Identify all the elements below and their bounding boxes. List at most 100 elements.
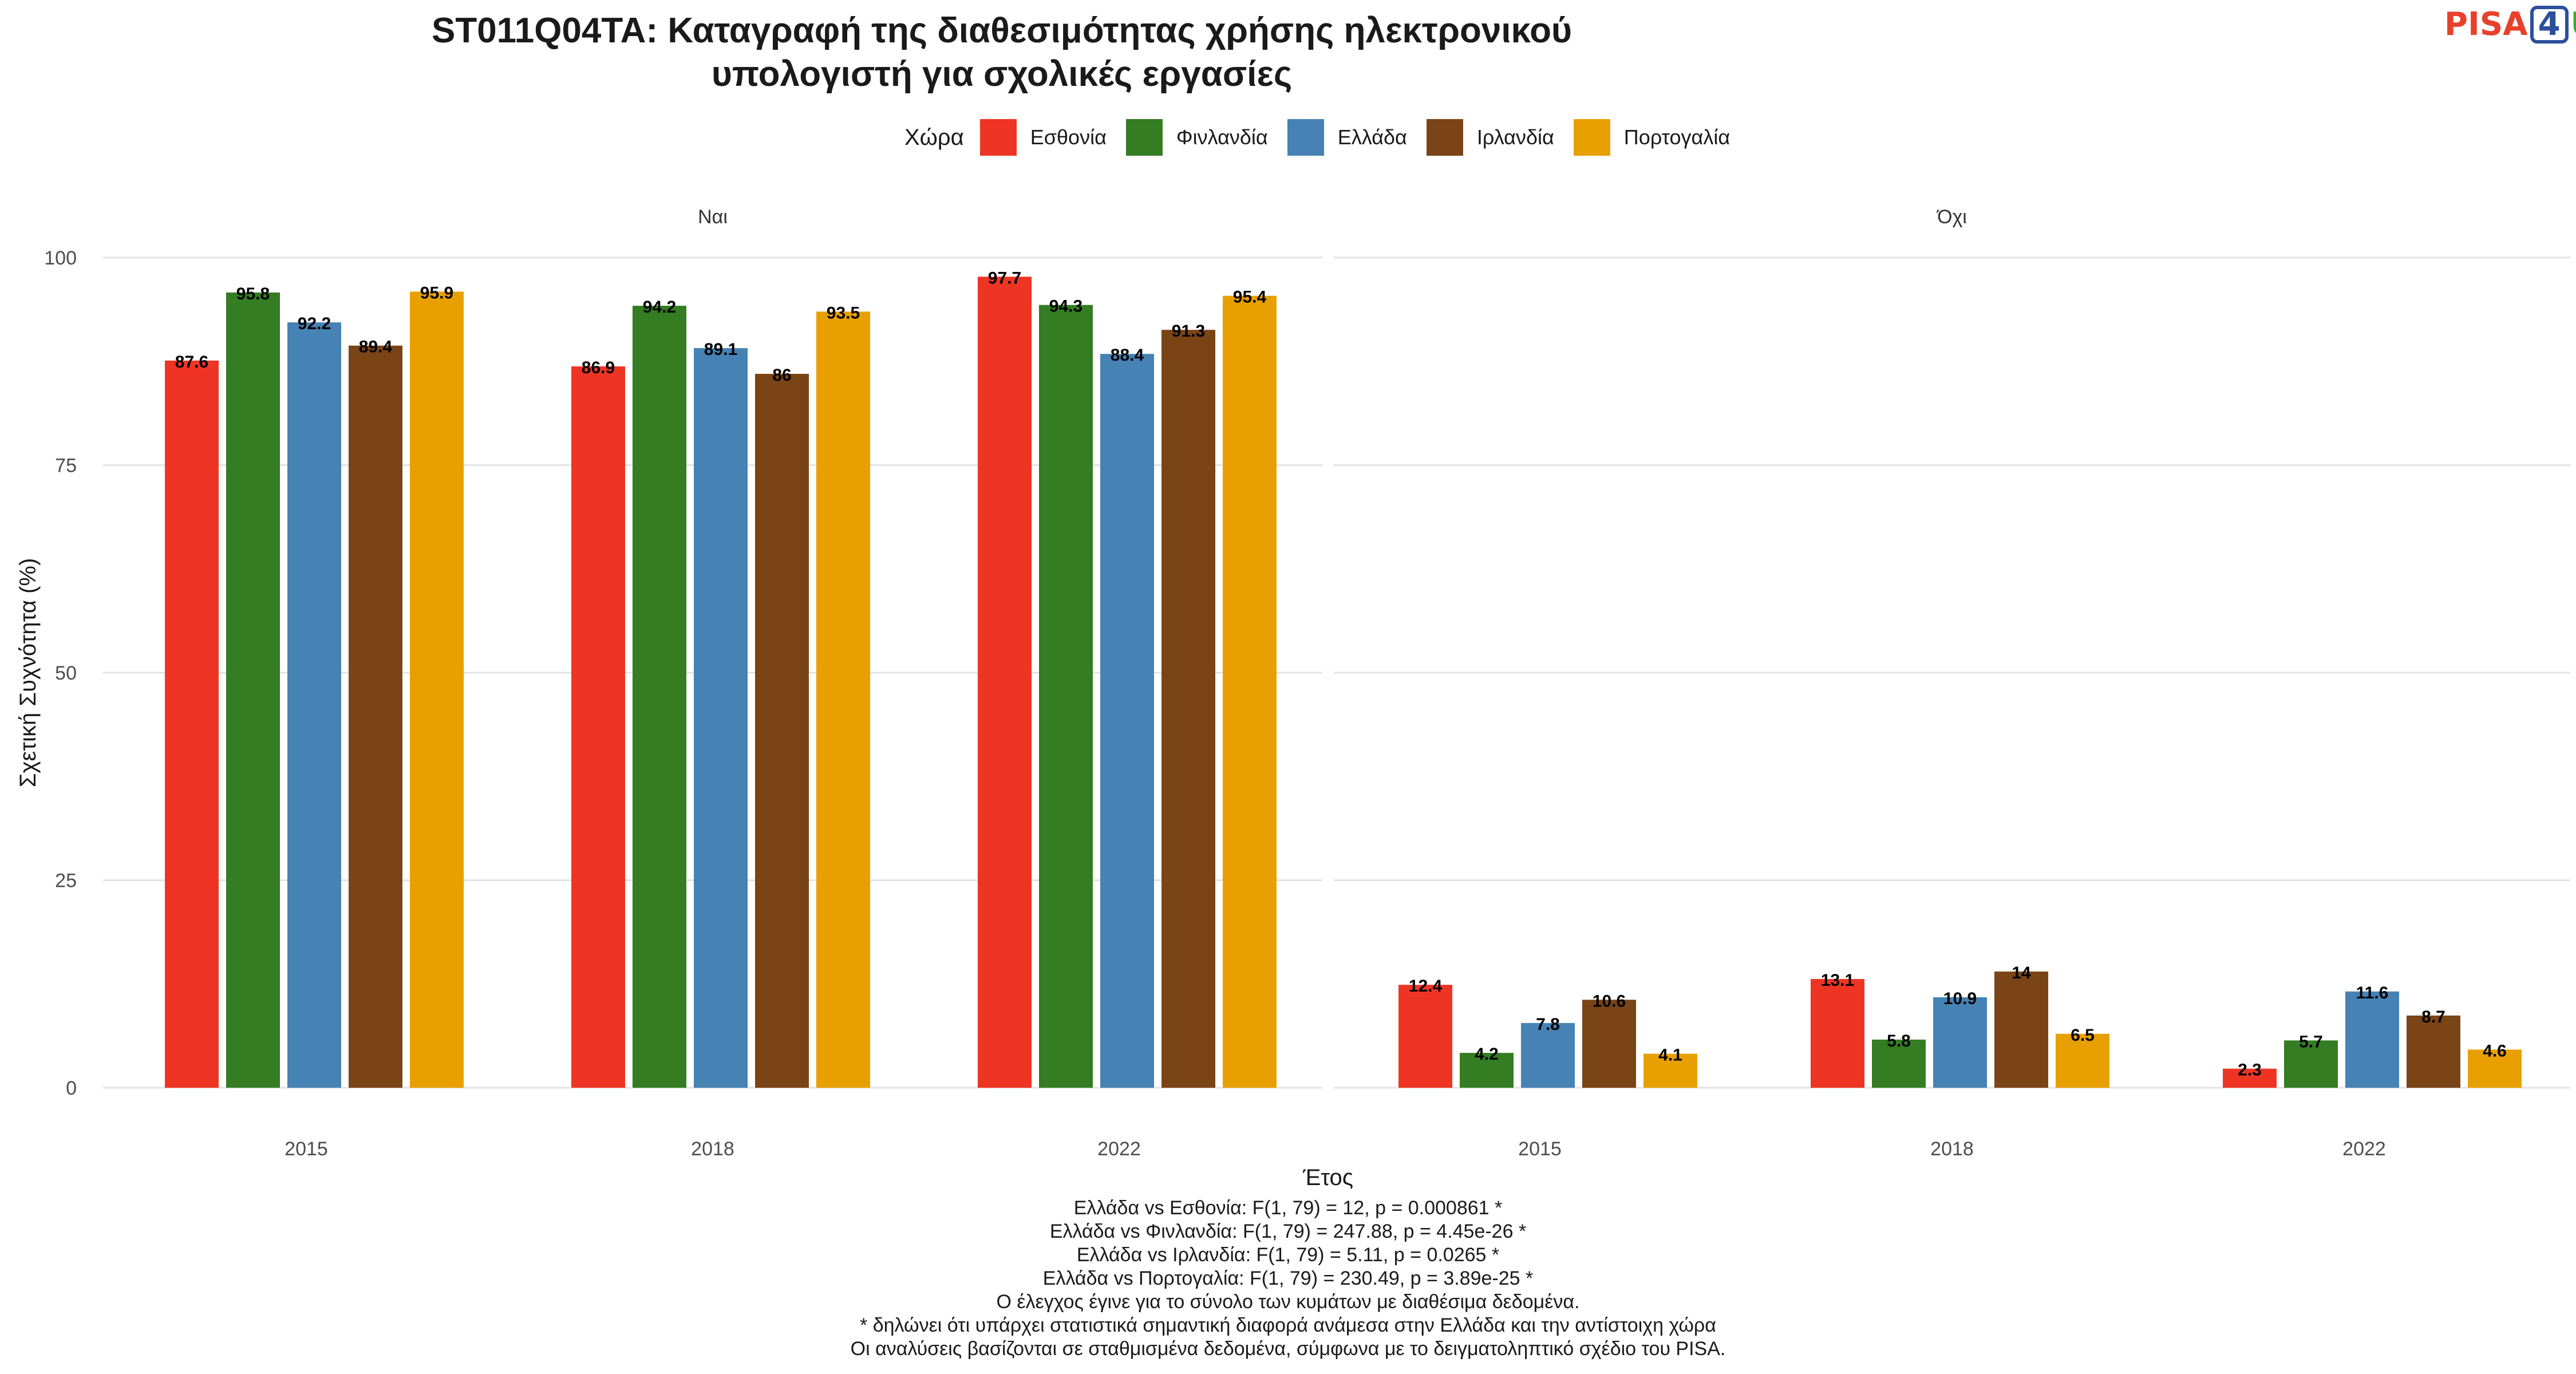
bar: [1398, 985, 1452, 1088]
bar: [1582, 1000, 1636, 1088]
data-label: 95.9: [420, 283, 453, 302]
x-tick-label: 2015: [285, 1138, 328, 1160]
data-label: 4.1: [1658, 1046, 1682, 1065]
legend-label-estonia: Εσθονία: [1030, 125, 1107, 149]
x-tick-label: 2022: [1097, 1138, 1141, 1160]
bar: [2284, 1040, 2338, 1088]
chart-title: ST011Q04TA: Καταγραφή της διαθεσιμότητας…: [0, 9, 2004, 96]
bar: [694, 348, 748, 1088]
data-label: 86: [772, 366, 791, 385]
legend-title: Χώρα: [904, 124, 964, 150]
legend-label-finland: Φινλανδία: [1176, 125, 1268, 149]
logo-text-u: U: [2571, 6, 2576, 43]
data-label: 8.7: [2421, 1008, 2445, 1026]
data-label: 94.2: [643, 298, 676, 317]
legend-swatch-greece: [1287, 119, 1324, 156]
logo-text-pisa: PISA: [2444, 6, 2528, 43]
logo-text-4: 4: [2530, 6, 2569, 44]
data-label: 12.4: [1409, 977, 1443, 996]
legend-label-greece: Ελλάδα: [1337, 125, 1407, 149]
y-tick-label: 0: [66, 1077, 77, 1099]
bar: [1161, 330, 1215, 1088]
legend-item-ireland: Ιρλανδία: [1426, 119, 1554, 156]
x-tick-label: 2015: [1518, 1138, 1562, 1160]
bar: [1039, 305, 1093, 1088]
legend-label-ireland: Ιρλανδία: [1476, 125, 1554, 149]
footnote-line: Ελλάδα vs Φινλανδία: F(1, 79) = 247.88, …: [1049, 1221, 1527, 1242]
data-label: 4.6: [2483, 1041, 2507, 1060]
bar: [1643, 1053, 1697, 1088]
footnote-line: * δηλώνει ότι υπάρχει στατιστικά σημαντι…: [860, 1314, 1716, 1336]
data-label: 2.3: [2238, 1061, 2262, 1080]
facet-label: Όχι: [1936, 206, 1967, 228]
bar: [1872, 1039, 1926, 1088]
data-label: 94.3: [1049, 297, 1082, 316]
legend-item-greece: Ελλάδα: [1287, 119, 1407, 156]
bar-chart: Ναι 2015 87.6 95.8 92.2 89.4 95.9 2018 86.9 94.2 8…: [15, 206, 2570, 1190]
bar: [1100, 354, 1154, 1088]
data-label: 92.2: [298, 314, 331, 333]
bar: [2468, 1049, 2522, 1088]
data-label: 95.4: [1233, 288, 1267, 307]
bar: [1460, 1053, 1514, 1088]
bar: [816, 311, 870, 1088]
legend-swatch-portugal: [1573, 119, 1610, 156]
footnote-line: Ελλάδα vs Εσθονία: F(1, 79) = 12, p = 0.…: [1073, 1197, 1503, 1219]
x-tick-label: 2022: [2342, 1138, 2386, 1160]
footnote-line: Ελλάδα vs Πορτογαλία: F(1, 79) = 230.49,…: [1042, 1268, 1534, 1289]
data-label: 7.8: [1536, 1015, 1560, 1034]
footnote-line: Ελλάδα vs Ιρλανδία: F(1, 79) = 5.11, p =…: [1076, 1244, 1500, 1266]
bar: [1933, 997, 1987, 1088]
legend-label-portugal: Πορτογαλία: [1623, 125, 1730, 149]
footnotes: Ελλάδα vs Εσθονία: F(1, 79) = 12, p = 0.…: [0, 1197, 2576, 1361]
data-label: 93.5: [827, 303, 860, 322]
bar: [226, 292, 280, 1088]
bar: [1521, 1022, 1575, 1088]
bar: [755, 374, 809, 1088]
bar: [1994, 972, 2048, 1088]
x-tick-label: 2018: [1930, 1138, 1974, 1160]
bar: [165, 360, 219, 1088]
data-label: 89.4: [359, 338, 393, 357]
y-tick-label: 75: [55, 455, 77, 477]
data-label: 91.3: [1172, 322, 1205, 341]
data-label: 5.7: [2299, 1032, 2323, 1051]
y-tick-label: 25: [55, 870, 77, 892]
footnote-line: Οι αναλύσεις βασίζονται σε σταθμισμένα δ…: [850, 1338, 1726, 1360]
bar: [287, 322, 341, 1088]
bar: [410, 291, 464, 1088]
data-label: 6.5: [2071, 1026, 2095, 1045]
legend-swatch-finland: [1125, 119, 1163, 156]
y-tick-label: 100: [44, 247, 77, 269]
legend-item-estonia: Εσθονία: [979, 119, 1107, 156]
facet-label: Ναι: [698, 206, 728, 228]
data-label: 10.6: [1593, 992, 1626, 1010]
legend-swatch-estonia: [979, 119, 1017, 156]
data-label: 5.8: [1887, 1032, 1911, 1051]
data-label: 86.9: [582, 358, 615, 377]
legend-item-portugal: Πορτογαλία: [1573, 119, 1730, 156]
chart-title-line-2: υπολογιστή για σχολικές εργασίες: [711, 54, 1293, 94]
bar: [571, 366, 625, 1088]
data-label: 4.2: [1475, 1045, 1499, 1064]
legend-item-finland: Φινλανδία: [1125, 119, 1268, 156]
bar: [349, 345, 402, 1088]
x-axis-title: Έτος: [1302, 1165, 1353, 1190]
chart-title-line-1: ST011Q04TA: Καταγραφή της διαθεσιμότητας…: [431, 11, 1573, 50]
data-label: 97.7: [988, 269, 1021, 287]
bar: [1223, 295, 1277, 1088]
bar: [2056, 1033, 2109, 1088]
bar: [1811, 979, 1864, 1088]
y-tick-label: 50: [55, 662, 77, 684]
bar: [2223, 1068, 2277, 1088]
data-label: 87.6: [175, 353, 208, 372]
data-label: 95.8: [236, 285, 270, 303]
bar: [2345, 991, 2399, 1088]
y-axis-title: Σχετική Συχνότητα (%): [15, 558, 41, 788]
legend-swatch-ireland: [1426, 119, 1463, 156]
data-label: 14: [2012, 964, 2031, 982]
bar: [2407, 1015, 2460, 1088]
data-label: 13.1: [1821, 971, 1854, 990]
x-tick-label: 2018: [691, 1138, 734, 1160]
pisa4u-logo: PISA4U: [2444, 5, 2576, 45]
